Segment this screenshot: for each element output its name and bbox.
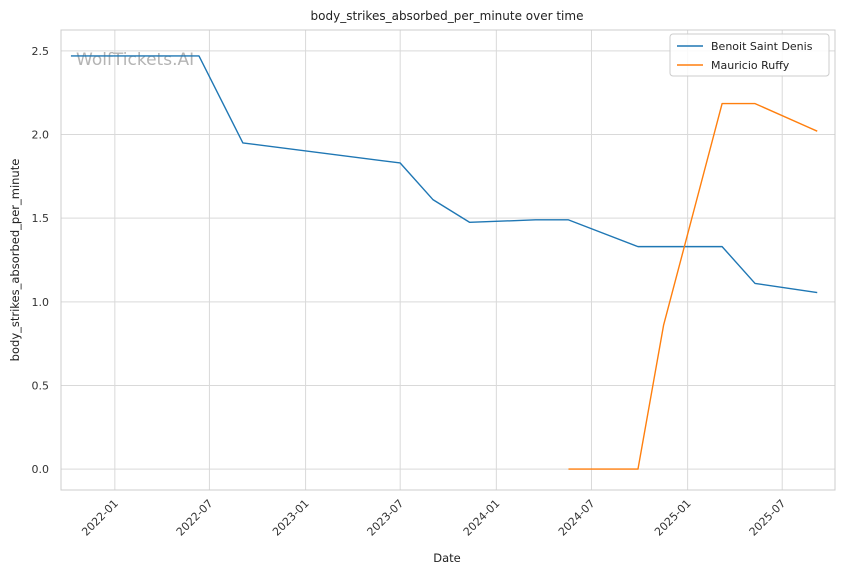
x-tick-label: 2024-07 bbox=[556, 497, 598, 539]
y-axis-label: body_strikes_absorbed_per_minute bbox=[8, 159, 22, 362]
x-tick-label: 2022-01 bbox=[79, 497, 121, 539]
legend-label: Mauricio Ruffy bbox=[711, 59, 790, 72]
grid bbox=[61, 30, 835, 490]
x-tick-label: 2024-01 bbox=[461, 497, 503, 539]
x-tick-label: 2022-07 bbox=[174, 497, 216, 539]
x-tick-label: 2025-01 bbox=[652, 497, 694, 539]
x-axis-label: Date bbox=[433, 551, 461, 565]
chart-title: body_strikes_absorbed_per_minute over ti… bbox=[311, 9, 584, 23]
y-tick-label: 0.0 bbox=[32, 463, 50, 476]
y-axis-ticks: 0.0 0.5 1.0 1.5 2.0 2.5 bbox=[32, 45, 50, 476]
legend: Benoit Saint Denis Mauricio Ruffy bbox=[669, 33, 830, 77]
x-tick-label: 2025-07 bbox=[747, 497, 789, 539]
x-axis-ticks: 2022-01 2022-07 2023-01 2023-07 2024-01 2024-… bbox=[79, 497, 788, 539]
y-tick-label: 1.5 bbox=[32, 212, 50, 225]
series-line-1 bbox=[70, 55, 818, 294]
y-tick-label: 2.5 bbox=[32, 45, 50, 58]
series-line-2 bbox=[568, 102, 818, 470]
y-tick-label: 0.5 bbox=[32, 379, 50, 392]
plot-area-frame bbox=[60, 29, 836, 491]
y-tick-label: 2.0 bbox=[32, 129, 50, 142]
legend-box bbox=[669, 33, 830, 77]
series-layer bbox=[70, 55, 818, 470]
legend-label: Benoit Saint Denis bbox=[711, 40, 813, 53]
y-tick-label: 1.0 bbox=[32, 296, 50, 309]
x-tick-label: 2023-01 bbox=[270, 497, 312, 539]
x-tick-label: 2023-07 bbox=[365, 497, 407, 539]
watermark-text: WolfTickets.AI bbox=[76, 50, 194, 70]
